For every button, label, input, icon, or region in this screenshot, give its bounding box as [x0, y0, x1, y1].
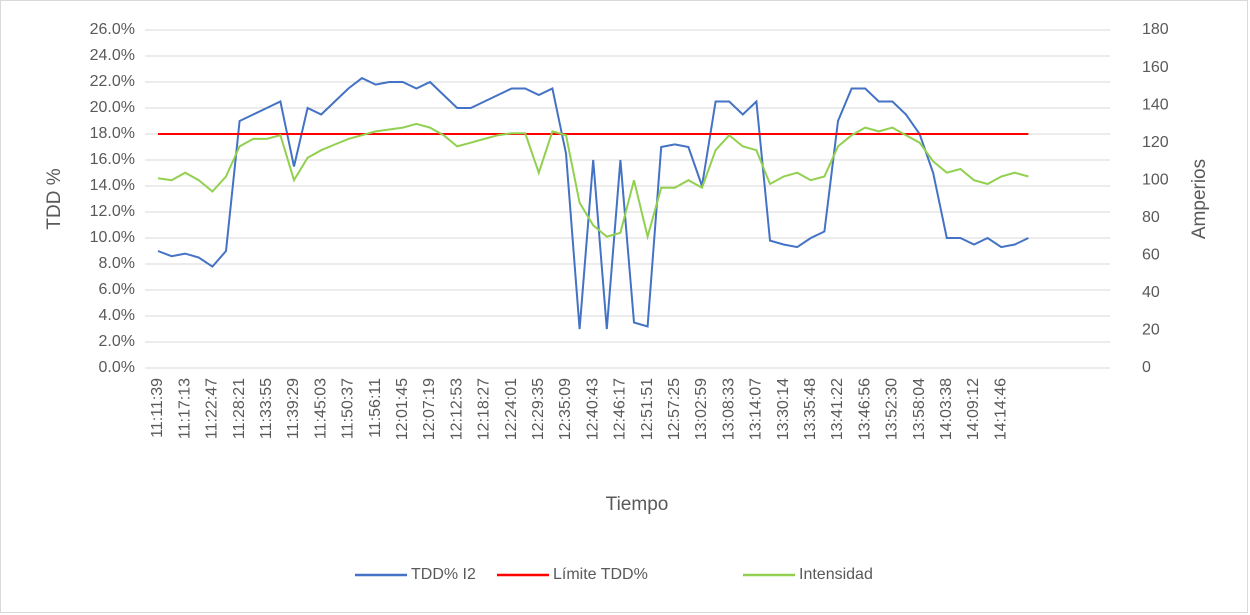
- y-tick-label: 16.0%: [90, 151, 135, 168]
- y2-tick-label: 160: [1142, 59, 1169, 76]
- x-tick-label: 13:58:04: [911, 378, 928, 440]
- x-tick-label: 12:18:27: [476, 378, 493, 440]
- y-tick-label: 26.0%: [90, 21, 135, 38]
- y2-tick-label: 180: [1142, 21, 1169, 38]
- x-tick-label: 12:01:45: [394, 378, 411, 440]
- y-tick-label: 14.0%: [90, 177, 135, 194]
- x-tick-label: 13:30:14: [775, 378, 792, 440]
- x-tick-label: 13:52:30: [884, 378, 901, 440]
- y-tick-label: 6.0%: [99, 281, 135, 298]
- y2-tick-label: 80: [1142, 209, 1160, 226]
- x-tick-label: 12:35:09: [557, 378, 574, 440]
- y-tick-label: 0.0%: [99, 359, 135, 376]
- y2-axis-title: Amperios: [1189, 159, 1210, 239]
- legend-label: TDD% I2: [411, 566, 476, 583]
- y-tick-label: 24.0%: [90, 47, 135, 64]
- x-tick-label: 12:40:43: [584, 378, 601, 440]
- x-tick-label: 13:46:56: [856, 378, 873, 440]
- x-tick-label: 11:39:29: [285, 378, 302, 439]
- x-tick-label: 14:03:38: [938, 378, 955, 440]
- y2-tick-label: 140: [1142, 96, 1169, 113]
- x-tick-label: 12:51:51: [639, 378, 656, 440]
- x-tick-label: 13:02:59: [693, 378, 710, 440]
- x-tick-label: 13:41:22: [829, 378, 846, 440]
- x-tick-label: 12:46:17: [612, 378, 629, 440]
- y2-tick-label: 40: [1142, 284, 1160, 301]
- y2-tick-label: 60: [1142, 247, 1160, 264]
- y-tick-label: 12.0%: [90, 203, 135, 220]
- legend-label: Intensidad: [799, 566, 873, 583]
- x-tick-label: 11:56:11: [367, 378, 384, 438]
- y-tick-label: 22.0%: [90, 73, 135, 90]
- x-tick-label: 13:35:48: [802, 378, 819, 440]
- x-tick-label: 14:09:12: [965, 378, 982, 440]
- x-tick-label: 12:12:53: [448, 378, 465, 440]
- y2-tick-label: 0: [1142, 359, 1151, 376]
- y-tick-label: 10.0%: [90, 229, 135, 246]
- x-tick-label: 11:11:39: [149, 378, 166, 438]
- x-axis-title: Tiempo: [606, 494, 669, 515]
- x-tick-label: 11:22:47: [204, 378, 221, 439]
- y-axis-title: TDD %: [44, 168, 65, 229]
- y2-tick-label: 20: [1142, 322, 1160, 339]
- y-tick-label: 18.0%: [90, 125, 135, 142]
- x-tick-label: 13:14:07: [748, 378, 765, 440]
- x-tick-label: 12:07:19: [421, 378, 438, 440]
- legend-label: Límite TDD%: [553, 566, 648, 583]
- y-tick-label: 2.0%: [99, 333, 135, 350]
- series-line: [157, 76, 1029, 330]
- x-tick-label: 11:28:21: [231, 378, 248, 439]
- x-tick-label: 12:57:25: [666, 378, 683, 440]
- x-tick-label: 11:33:55: [258, 378, 275, 439]
- y-tick-label: 8.0%: [99, 255, 135, 272]
- y2-tick-label: 100: [1142, 171, 1169, 188]
- y-tick-label: 20.0%: [90, 99, 135, 116]
- series-line: [157, 122, 1029, 241]
- y2-tick-label: 120: [1142, 134, 1169, 151]
- x-tick-label: 13:08:33: [720, 378, 737, 440]
- y-tick-label: 4.0%: [99, 307, 135, 324]
- x-tick-label: 12:29:35: [530, 378, 547, 440]
- x-tick-label: 11:17:13: [176, 378, 193, 439]
- x-tick-label: 12:24:01: [503, 378, 520, 440]
- x-tick-label: 14:14:46: [992, 378, 1009, 440]
- x-tick-label: 11:50:37: [340, 378, 357, 439]
- x-tick-label: 11:45:03: [312, 378, 329, 439]
